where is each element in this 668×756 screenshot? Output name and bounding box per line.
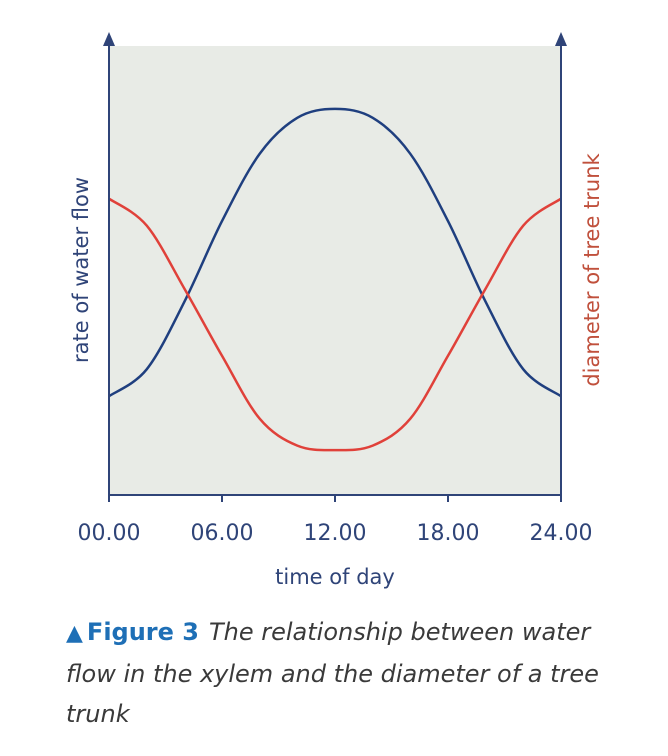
figure-caption-text: The relationship between water flow in t… (66, 618, 599, 728)
tick-layer: 00.00 06.00 12.00 18.00 24.00 (78, 495, 593, 546)
x-tick-label: 24.00 (530, 521, 593, 546)
right-axis-title: diameter of tree trunk (580, 152, 604, 386)
series-line-water-flow (108, 107, 562, 398)
x-tick-label: 18.00 (417, 521, 480, 546)
x-tick-label: 06.00 (191, 521, 254, 546)
chart: 00.00 06.00 12.00 18.00 24.00 time of day ra… (69, 32, 604, 589)
plot-background (109, 46, 561, 495)
triangle-icon: ▲ (66, 621, 83, 646)
right-axis-arrow (555, 32, 567, 46)
x-tick-label: 12.00 (304, 521, 367, 546)
series-line-trunk-diameter (108, 197, 562, 452)
left-axis-title: rate of water flow (69, 177, 93, 363)
series-layer (108, 107, 562, 452)
x-tick-label: 00.00 (78, 521, 141, 546)
left-axis-arrow (103, 32, 115, 46)
x-axis-title: time of day (275, 565, 395, 589)
figure-label: Figure 3 (86, 618, 199, 646)
figure-caption: ▲ Figure 3 The relationship between water … (66, 612, 636, 734)
